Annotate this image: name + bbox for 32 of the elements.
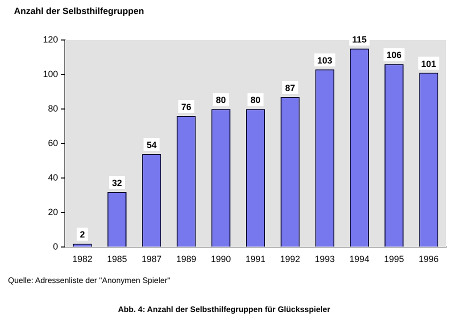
data-label: 87 [285, 82, 296, 93]
data-label: 32 [112, 178, 122, 188]
y-tick-label: 120 [42, 34, 58, 44]
y-tick-label: 80 [48, 104, 58, 114]
x-tick-label: 1996 [418, 254, 439, 264]
x-tick-label: 1992 [280, 254, 300, 264]
x-tick-label: 1989 [176, 254, 196, 264]
x-tick-label: 1982 [72, 254, 92, 264]
y-tick-label: 0 [53, 242, 58, 252]
x-tick-label: 1994 [349, 254, 370, 264]
data-label: 2 [80, 230, 85, 240]
y-tick-label: 20 [48, 207, 58, 218]
data-label: 115 [352, 34, 367, 45]
x-tick-label: 1991 [245, 254, 266, 264]
y-tick-label: 40 [48, 172, 58, 183]
data-label: 106 [386, 50, 402, 60]
x-tick-label: 1987 [142, 254, 162, 264]
data-label: 101 [421, 58, 436, 69]
data-label: 103 [317, 55, 332, 66]
source-note: Quelle: Adressenliste der "Anonymen Spieler" [8, 276, 170, 285]
data-label: 76 [181, 102, 192, 112]
x-tick-label: 1990 [210, 254, 231, 264]
caption: Abb. 4: Anzahl der Selbsthilfegruppen für Glücksspieler [118, 305, 330, 314]
y-tick-label: 100 [42, 69, 58, 80]
y-tick-label: 60 [48, 138, 58, 148]
x-tick-label: 1985 [106, 254, 127, 264]
x-tick-label: 1995 [384, 254, 404, 264]
data-label: 54 [146, 140, 157, 150]
data-label: 80 [216, 95, 226, 106]
data-label: 80 [250, 95, 261, 106]
chart-title: Anzahl der Selbsthilfegruppen [14, 6, 144, 16]
x-tick-label: 1993 [314, 254, 335, 264]
